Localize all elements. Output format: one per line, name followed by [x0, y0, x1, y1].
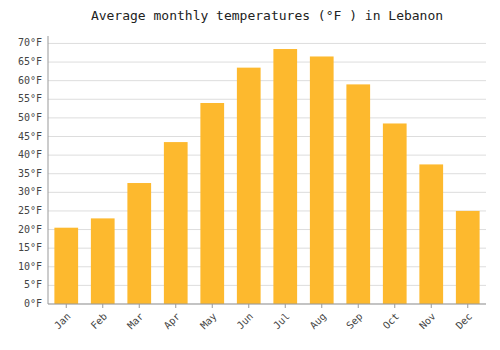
x-tick: [321, 304, 322, 308]
bar: [237, 68, 261, 304]
x-tick: [248, 304, 249, 308]
y-tick-label: 30°F: [18, 186, 42, 197]
chart-container: 0°F 5°F 10°F 15°F 20°F 25°F 30°F 35°F 40°F 45°F 50…: [0, 0, 500, 350]
x-tick-label: May: [198, 311, 219, 332]
y-tick-label: 50°F: [18, 112, 42, 123]
grid-line: [48, 62, 486, 63]
y-axis-line: [48, 36, 49, 304]
bar: [273, 49, 297, 304]
title: Average monthly temperatures (°F ) in Le…: [91, 8, 443, 23]
bar: [456, 211, 480, 304]
grid-line: [48, 43, 486, 44]
grid-line: [48, 80, 486, 81]
y-tick-labels: 0°F 5°F 10°F 15°F 20°F 25°F 30°F 35°F 40°F 45°F 50…: [18, 37, 42, 309]
bar: [419, 164, 443, 304]
y-tick-label: 25°F: [18, 205, 42, 216]
y-tick-label: 35°F: [18, 168, 42, 179]
x-axis-line: [48, 304, 486, 305]
x-tick-label: Aug: [308, 311, 329, 332]
y-tick-label: 5°F: [24, 279, 42, 290]
axes: [48, 36, 486, 308]
y-tick-label: 15°F: [18, 242, 42, 253]
x-tick-label: Nov: [417, 311, 438, 332]
grid-line: [48, 136, 486, 137]
y-tick-label: 55°F: [18, 93, 42, 104]
bar: [164, 142, 188, 304]
x-tick-label: Mar: [125, 311, 146, 332]
x-tick: [102, 304, 103, 308]
bar: [127, 183, 151, 304]
grid-line: [48, 117, 486, 118]
grid: [48, 43, 486, 304]
bar: [200, 103, 224, 304]
bar: [383, 123, 407, 304]
bar: [346, 84, 370, 304]
y-tick-label: 10°F: [18, 261, 42, 272]
x-tick: [358, 304, 359, 308]
bar: [310, 56, 334, 304]
y-tick-label: 65°F: [18, 56, 42, 67]
grid-line: [48, 155, 486, 156]
x-tick: [431, 304, 432, 308]
x-tick-label: Dec: [454, 311, 475, 332]
x-tick: [467, 304, 468, 308]
x-tick: [394, 304, 395, 308]
x-tick-label: Apr: [162, 311, 183, 332]
x-tick: [66, 304, 67, 308]
x-tick-labels: Jan Feb Mar Apr May Jun Jul Aug Sep Oct Nov Dec: [52, 311, 474, 332]
y-tick-label: 70°F: [18, 37, 42, 48]
x-tick: [212, 304, 213, 308]
page: {"chart_data": {"type": "bar", "title": …: [0, 0, 500, 350]
y-tick-label: 40°F: [18, 149, 42, 160]
x-tick: [139, 304, 140, 308]
x-tick-label: Sep: [344, 311, 365, 332]
y-tick-label: 60°F: [18, 75, 42, 86]
y-tick-label: 0°F: [24, 298, 42, 309]
bars: [54, 49, 479, 304]
grid-line: [48, 304, 486, 305]
x-tick: [175, 304, 176, 308]
bar: [54, 228, 78, 304]
chart-svg: 0°F 5°F 10°F 15°F 20°F 25°F 30°F 35°F 40°F 45°F 50…: [0, 0, 500, 350]
x-tick-label: Jan: [52, 311, 73, 332]
x-tick-label: Jul: [271, 311, 292, 332]
grid-line: [48, 99, 486, 100]
x-tick-label: Feb: [89, 311, 110, 332]
x-tick-label: Jun: [235, 311, 256, 332]
bar: [91, 218, 115, 304]
y-tick-label: 45°F: [18, 131, 42, 142]
y-tick-label: 20°F: [18, 224, 42, 235]
x-tick: [285, 304, 286, 308]
x-tick-label: Oct: [381, 311, 402, 332]
